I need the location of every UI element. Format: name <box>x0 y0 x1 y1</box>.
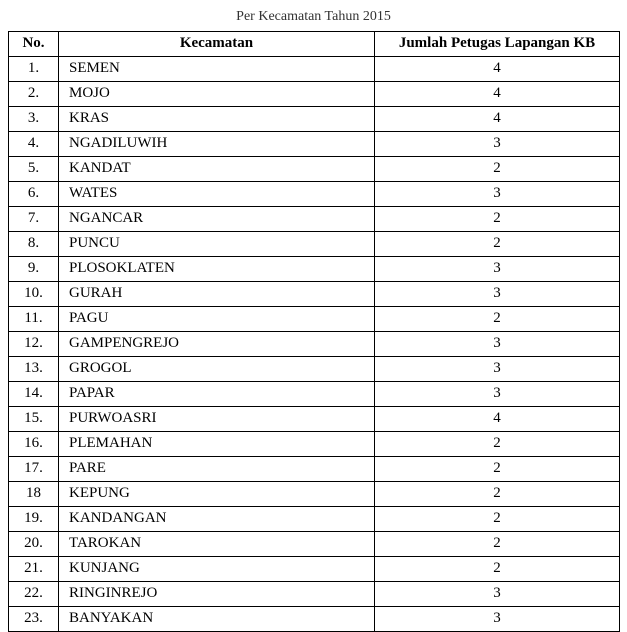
cell-kecamatan: KANDAT <box>59 156 375 181</box>
cell-jumlah: 4 <box>375 406 620 431</box>
cell-jumlah: 3 <box>375 356 620 381</box>
cell-kecamatan: MOJO <box>59 81 375 106</box>
cell-kecamatan: KANDANGAN <box>59 506 375 531</box>
cell-jumlah: 3 <box>375 581 620 606</box>
table-row: 15.PURWOASRI4 <box>9 406 620 431</box>
table-row: 17.PARE2 <box>9 456 620 481</box>
table-row: 19.KANDANGAN2 <box>9 506 620 531</box>
col-header-jumlah: Jumlah Petugas Lapangan KB <box>375 31 620 56</box>
table-row: 1.SEMEN4 <box>9 56 620 81</box>
cell-no: 1. <box>9 56 59 81</box>
cell-kecamatan: KRAS <box>59 106 375 131</box>
table-row: 6.WATES3 <box>9 181 620 206</box>
cell-no: 7. <box>9 206 59 231</box>
table-row: 13.GROGOL3 <box>9 356 620 381</box>
cell-no: 3. <box>9 106 59 131</box>
cell-jumlah: 2 <box>375 456 620 481</box>
cell-no: 20. <box>9 531 59 556</box>
cell-kecamatan: RINGINREJO <box>59 581 375 606</box>
cell-jumlah: 3 <box>375 606 620 631</box>
data-table: No. Kecamatan Jumlah Petugas Lapangan KB… <box>8 31 620 632</box>
cell-jumlah: 2 <box>375 231 620 256</box>
table-row: 3.KRAS4 <box>9 106 620 131</box>
cell-jumlah: 3 <box>375 256 620 281</box>
cell-kecamatan: WATES <box>59 181 375 206</box>
cell-jumlah: 2 <box>375 506 620 531</box>
table-row: 23.BANYAKAN3 <box>9 606 620 631</box>
table-row: 10.GURAH3 <box>9 281 620 306</box>
cell-no: 5. <box>9 156 59 181</box>
cell-jumlah: 2 <box>375 531 620 556</box>
cell-jumlah: 3 <box>375 181 620 206</box>
cell-jumlah: 2 <box>375 206 620 231</box>
cell-no: 16. <box>9 431 59 456</box>
cell-kecamatan: PARE <box>59 456 375 481</box>
cell-no: 22. <box>9 581 59 606</box>
cell-kecamatan: PURWOASRI <box>59 406 375 431</box>
cell-no: 19. <box>9 506 59 531</box>
cell-kecamatan: PUNCU <box>59 231 375 256</box>
table-row: 9.PLOSOKLATEN3 <box>9 256 620 281</box>
cell-kecamatan: PAGU <box>59 306 375 331</box>
table-row: 8.PUNCU2 <box>9 231 620 256</box>
table-row: 22.RINGINREJO3 <box>9 581 620 606</box>
cell-jumlah: 3 <box>375 331 620 356</box>
table-body: 1.SEMEN42.MOJO43.KRAS44.NGADILUWIH35.KAN… <box>9 56 620 631</box>
cell-kecamatan: PAPAR <box>59 381 375 406</box>
cell-jumlah: 2 <box>375 156 620 181</box>
cell-kecamatan: NGANCAR <box>59 206 375 231</box>
cell-no: 13. <box>9 356 59 381</box>
cell-jumlah: 2 <box>375 556 620 581</box>
cell-no: 2. <box>9 81 59 106</box>
table-row: 14.PAPAR3 <box>9 381 620 406</box>
cell-no: 6. <box>9 181 59 206</box>
cell-no: 9. <box>9 256 59 281</box>
cell-no: 17. <box>9 456 59 481</box>
table-row: 21.KUNJANG2 <box>9 556 620 581</box>
col-header-kecamatan: Kecamatan <box>59 31 375 56</box>
cell-no: 18 <box>9 481 59 506</box>
cell-jumlah: 2 <box>375 481 620 506</box>
table-row: 16.PLEMAHAN2 <box>9 431 620 456</box>
table-row: 4.NGADILUWIH3 <box>9 131 620 156</box>
cell-jumlah: 4 <box>375 106 620 131</box>
cell-no: 8. <box>9 231 59 256</box>
cell-jumlah: 3 <box>375 381 620 406</box>
col-header-no: No. <box>9 31 59 56</box>
cell-jumlah: 3 <box>375 281 620 306</box>
cell-jumlah: 2 <box>375 431 620 456</box>
cell-kecamatan: GROGOL <box>59 356 375 381</box>
table-row: 11.PAGU2 <box>9 306 620 331</box>
cell-kecamatan: GURAH <box>59 281 375 306</box>
table-header-row: No. Kecamatan Jumlah Petugas Lapangan KB <box>9 31 620 56</box>
cell-no: 12. <box>9 331 59 356</box>
cell-no: 14. <box>9 381 59 406</box>
cell-kecamatan: GAMPENGREJO <box>59 331 375 356</box>
cell-kecamatan: PLEMAHAN <box>59 431 375 456</box>
cell-no: 10. <box>9 281 59 306</box>
table-row: 2.MOJO4 <box>9 81 620 106</box>
cell-jumlah: 4 <box>375 56 620 81</box>
cell-kecamatan: NGADILUWIH <box>59 131 375 156</box>
cell-jumlah: 3 <box>375 131 620 156</box>
cell-kecamatan: BANYAKAN <box>59 606 375 631</box>
cell-jumlah: 4 <box>375 81 620 106</box>
table-row: 5.KANDAT2 <box>9 156 620 181</box>
cell-kecamatan: KUNJANG <box>59 556 375 581</box>
cell-no: 11. <box>9 306 59 331</box>
table-caption: Per Kecamatan Tahun 2015 <box>8 8 619 27</box>
cell-kecamatan: TAROKAN <box>59 531 375 556</box>
table-row: 18KEPUNG2 <box>9 481 620 506</box>
cell-jumlah: 2 <box>375 306 620 331</box>
table-row: 12.GAMPENGREJO3 <box>9 331 620 356</box>
cell-no: 15. <box>9 406 59 431</box>
cell-no: 21. <box>9 556 59 581</box>
cell-kecamatan: KEPUNG <box>59 481 375 506</box>
table-row: 20.TAROKAN2 <box>9 531 620 556</box>
cell-kecamatan: SEMEN <box>59 56 375 81</box>
cell-no: 4. <box>9 131 59 156</box>
table-row: 7.NGANCAR2 <box>9 206 620 231</box>
cell-kecamatan: PLOSOKLATEN <box>59 256 375 281</box>
cell-no: 23. <box>9 606 59 631</box>
